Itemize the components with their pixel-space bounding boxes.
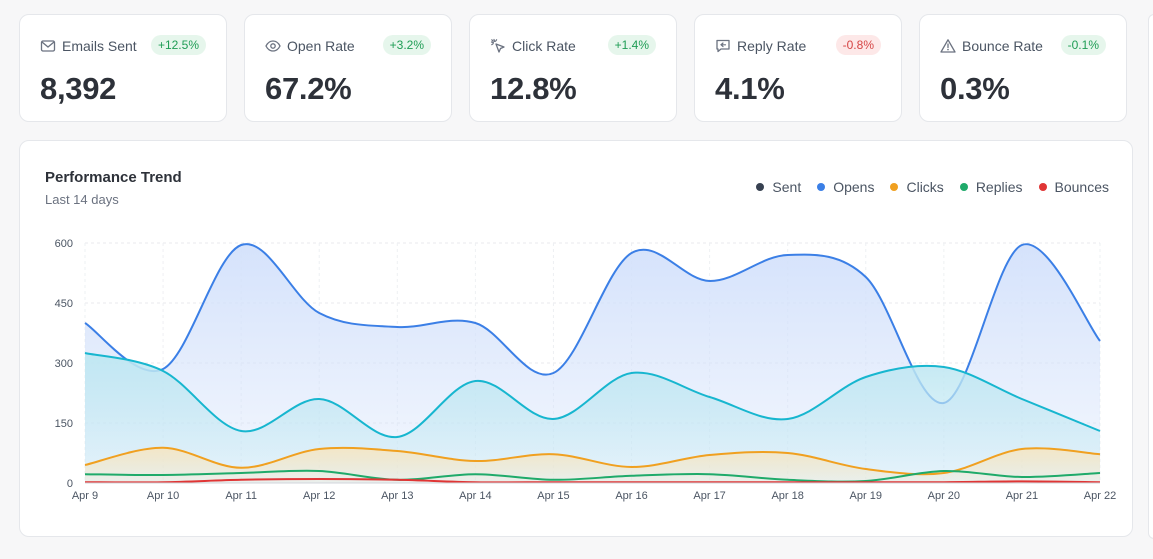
cursor-click-icon — [490, 38, 506, 54]
series-line-replies — [84, 469, 1101, 483]
series-line-bounces — [84, 477, 1101, 484]
stat-label: Click Rate — [512, 38, 576, 54]
x-tick-label: Apr 20 — [928, 490, 960, 502]
stat-change-badge: +1.4% — [607, 35, 656, 55]
legend-dot — [959, 183, 968, 191]
stat-value: 8,392 — [40, 71, 117, 106]
warning-triangle-icon — [940, 38, 956, 54]
x-tick-label: Apr 14 — [459, 490, 491, 502]
mail-icon — [40, 38, 56, 54]
stat-value: 0.3% — [940, 71, 1010, 106]
legend-dot — [817, 183, 826, 191]
legend-item-replies[interactable]: Replies — [959, 179, 1023, 195]
chart-legend: Sent Opens Clicks Replies Bounces — [756, 179, 1109, 195]
x-tick-label: Apr 12 — [303, 490, 335, 502]
stat-card-bounce-rate[interactable]: Bounce Rate -0.1% 0.3% — [919, 14, 1127, 122]
performance-trend-card: 0 150 300 450 600 Apr 9 Apr 10 Apr 11 Apr 12 Apr … — [19, 140, 1133, 537]
y-tick-label: 0 — [67, 478, 73, 490]
series-area-clicks — [85, 447, 1100, 483]
legend-label: Replies — [975, 179, 1023, 195]
stat-change-badge: -0.8% — [835, 35, 881, 55]
stat-change-badge: +3.2% — [382, 35, 431, 55]
y-tick-label: 300 — [55, 358, 73, 370]
stat-value: 67.2% — [265, 71, 352, 106]
stat-label: Emails Sent — [62, 38, 137, 54]
stat-card-open-rate[interactable]: Open Rate +3.2% 67.2% — [244, 14, 452, 122]
chart-subtitle: Last 14 days — [45, 192, 119, 207]
stats-row: Emails Sent +12.5% 8,392 Open Rate +3.2%… — [19, 14, 1127, 122]
legend-label: Sent — [772, 179, 802, 195]
x-tick-label: Apr 15 — [537, 490, 569, 502]
x-tick-label: Apr 9 — [72, 490, 98, 502]
stat-label: Reply Rate — [737, 38, 807, 54]
legend-item-opens[interactable]: Opens — [817, 179, 874, 195]
legend-item-sent[interactable]: Sent — [756, 179, 801, 195]
x-tick-label: Apr 18 — [771, 490, 803, 502]
stat-change-badge: -0.1% — [1060, 35, 1106, 55]
stat-card-emails-sent[interactable]: Emails Sent +12.5% 8,392 — [19, 14, 227, 122]
x-tick-label: Apr 22 — [1084, 490, 1116, 502]
x-tick-label: Apr 17 — [693, 490, 725, 502]
x-tick-label: Apr 13 — [381, 490, 413, 502]
legend-item-clicks[interactable]: Clicks — [890, 179, 944, 195]
legend-item-bounces[interactable]: Bounces — [1038, 179, 1109, 195]
x-tick-label: Apr 19 — [850, 490, 882, 502]
legend-label: Clicks — [906, 179, 944, 195]
eye-icon — [265, 38, 281, 54]
adjacent-panel-edge — [1148, 14, 1153, 539]
stat-card-click-rate[interactable]: Click Rate +1.4% 12.8% — [469, 14, 677, 122]
x-tick-label: Apr 21 — [1006, 490, 1038, 502]
series-line-series-1 — [84, 352, 1101, 439]
stat-label: Open Rate — [287, 38, 355, 54]
y-tick-label: 600 — [55, 238, 73, 250]
legend-dot — [890, 183, 899, 191]
x-tick-label: Apr 16 — [615, 490, 647, 502]
stat-value: 12.8% — [490, 71, 577, 106]
x-tick-label: Apr 10 — [147, 490, 179, 502]
x-tick-label: Apr 11 — [225, 490, 257, 502]
stat-value: 4.1% — [715, 71, 785, 106]
y-tick-label: 150 — [55, 418, 73, 430]
stat-change-badge: +12.5% — [150, 35, 206, 55]
legend-label: Bounces — [1054, 179, 1109, 195]
chart-title: Performance Trend — [45, 169, 182, 186]
legend-dot — [756, 183, 765, 191]
performance-trend-chart[interactable]: 0 150 300 450 600 Apr 9 Apr 10 Apr 11 Apr 12 Apr … — [20, 141, 1132, 536]
legend-dot — [1038, 183, 1047, 191]
stat-label: Bounce Rate — [962, 38, 1043, 54]
stat-card-reply-rate[interactable]: Reply Rate -0.8% 4.1% — [694, 14, 902, 122]
series-line-clicks — [84, 446, 1101, 476]
legend-label: Opens — [833, 179, 875, 195]
message-reply-icon — [715, 38, 731, 54]
y-tick-label: 450 — [55, 298, 73, 310]
